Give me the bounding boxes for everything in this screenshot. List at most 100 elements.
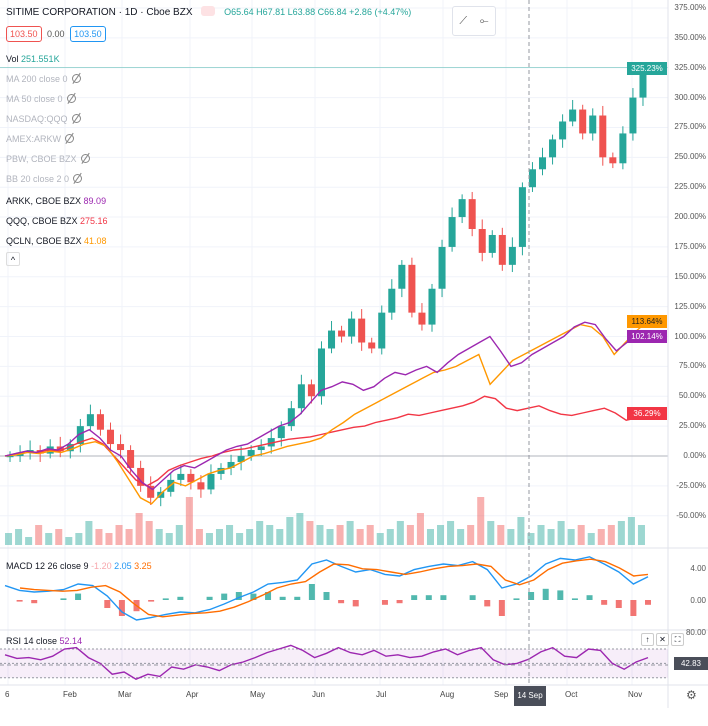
candle [418, 312, 426, 325]
price-axis-label: 325.00% [674, 62, 706, 72]
volume-bar [75, 533, 83, 545]
settings-gear-icon[interactable]: ⚙ [686, 688, 697, 702]
macd-histogram-bar [338, 600, 345, 604]
macd-line [4, 556, 649, 621]
volume-bar [165, 533, 173, 545]
candle [207, 473, 215, 490]
time-axis-label: May [250, 690, 266, 699]
price-tag-qqq: 36.29% [627, 407, 667, 420]
hidden-indicator[interactable]: MA 200 close 0 [6, 74, 81, 84]
volume-bar [145, 521, 153, 545]
hidden-eye-icon[interactable] [65, 134, 75, 143]
hidden-eye-icon[interactable] [66, 94, 76, 103]
candle [559, 121, 567, 140]
compare-value: 41.08 [84, 236, 107, 246]
macd-legend[interactable]: MACD 12 26 close 9 -1.20 2.05 3.25 [6, 561, 152, 571]
price-axis-label: 100.00% [674, 331, 706, 341]
macd-histogram-bar [513, 598, 520, 600]
macd-histogram-bar [586, 595, 593, 600]
macd-histogram-bar [308, 584, 315, 600]
symbol-title[interactable]: SITIME CORPORATION · 1D · Cboe BZX [6, 7, 193, 18]
market-status-icon[interactable] [201, 6, 216, 16]
macd-histogram-bar [235, 592, 242, 600]
macd-histogram-bar [440, 595, 447, 600]
macd-histogram-bar [206, 596, 213, 600]
macd-histogram-bar [279, 596, 286, 600]
candle [237, 456, 245, 462]
hidden-eye-icon[interactable] [71, 114, 81, 123]
hidden-eye-icon[interactable] [71, 74, 81, 83]
volume-bar [135, 513, 143, 545]
candle [307, 384, 315, 397]
ray-icon[interactable]: ⟜ [479, 14, 489, 27]
hidden-indicator[interactable]: PBW, CBOE BZX [6, 154, 90, 164]
price-axis-label: 75.00% [678, 361, 706, 371]
move-up-icon[interactable]: ↑ [641, 633, 654, 646]
volume-bar [527, 533, 535, 545]
volume-bar [256, 521, 264, 545]
macd-histogram-bar [162, 598, 169, 600]
compare-arkk[interactable]: ARKK, CBOE BZX 89.09 [6, 196, 106, 206]
macd-histogram-bar [615, 600, 622, 608]
volume-bar [487, 521, 495, 545]
price-axis-label: 250.00% [674, 152, 706, 162]
macd-axis-label: 4.00 [690, 564, 706, 573]
volume-bar [447, 521, 455, 545]
macd-histogram-bar [645, 600, 651, 605]
macd-histogram-bar [16, 600, 23, 602]
candle [217, 467, 225, 474]
hidden-indicator[interactable]: BB 20 close 2 0 [6, 174, 83, 184]
volume-bar [396, 521, 404, 545]
candle [177, 473, 185, 480]
maximize-pane-icon[interactable]: ⛶ [671, 633, 684, 646]
candle [408, 264, 416, 313]
candle [358, 318, 366, 343]
candle [317, 348, 325, 397]
price-axis-label: 175.00% [674, 241, 706, 251]
hidden-indicator[interactable]: AMEX:ARKW [6, 134, 75, 144]
candle [117, 444, 125, 451]
candle [96, 414, 104, 430]
rsi-crosshair-tag: 42.83 [674, 657, 708, 670]
volume-bar [437, 525, 445, 545]
volume-bar [85, 521, 93, 545]
compare-qqq[interactable]: QQQ, CBOE BZX 275.16 [6, 216, 108, 226]
volume-legend[interactable]: Vol 251.551K [6, 54, 60, 64]
compare-label: QQQ, CBOE BZX [6, 216, 78, 226]
hidden-indicator[interactable]: MA 50 close 0 [6, 94, 76, 104]
volume-bar [617, 521, 625, 545]
candle [127, 450, 135, 468]
time-axis-label: Sep [494, 690, 509, 699]
volume-bar [25, 537, 33, 545]
buy-button[interactable]: 103.50 [70, 26, 106, 42]
volume-bar [35, 525, 43, 545]
volume-bar [226, 525, 234, 545]
candle [247, 450, 255, 456]
trend-line-icon[interactable]: ⟋ [459, 14, 468, 27]
candle [468, 199, 476, 230]
hidden-indicator[interactable]: NASDAQ:QQQ [6, 114, 81, 124]
volume-bar [577, 525, 585, 545]
time-axis-label: Jul [376, 690, 387, 699]
chart-canvas[interactable] [0, 0, 708, 708]
hidden-eye-icon[interactable] [80, 154, 90, 163]
candle [277, 426, 285, 439]
rsi-legend[interactable]: RSI 14 close 52.14 [6, 636, 82, 646]
macd-histogram-bar [498, 600, 505, 616]
indicator-label: MA 200 close 0 [6, 74, 68, 84]
macd-histogram-bar [148, 600, 155, 602]
collapse-legend-button[interactable]: ^ [6, 252, 20, 266]
compare-qcln[interactable]: QCLN, CBOE BZX 41.08 [6, 236, 107, 246]
price-tag-arkk: 102.14% [627, 330, 667, 343]
candle [137, 467, 145, 486]
sell-button[interactable]: 103.50 [6, 26, 42, 42]
candle [378, 312, 386, 349]
hidden-eye-icon[interactable] [73, 174, 83, 183]
volume-bar [205, 533, 213, 545]
volume-bar [637, 525, 645, 545]
time-axis-label: Feb [63, 690, 77, 699]
candle [106, 429, 115, 445]
time-axis-label: Nov [628, 690, 643, 699]
close-pane-icon[interactable]: ✕ [656, 633, 669, 646]
spread: 0.00 [47, 29, 65, 39]
